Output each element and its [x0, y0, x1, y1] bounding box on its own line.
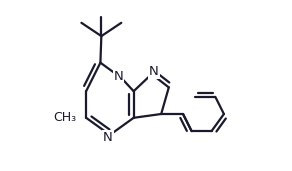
Text: N: N [114, 69, 123, 82]
Text: N: N [103, 131, 113, 144]
Text: CH₃: CH₃ [53, 111, 76, 124]
Text: N: N [149, 65, 159, 78]
